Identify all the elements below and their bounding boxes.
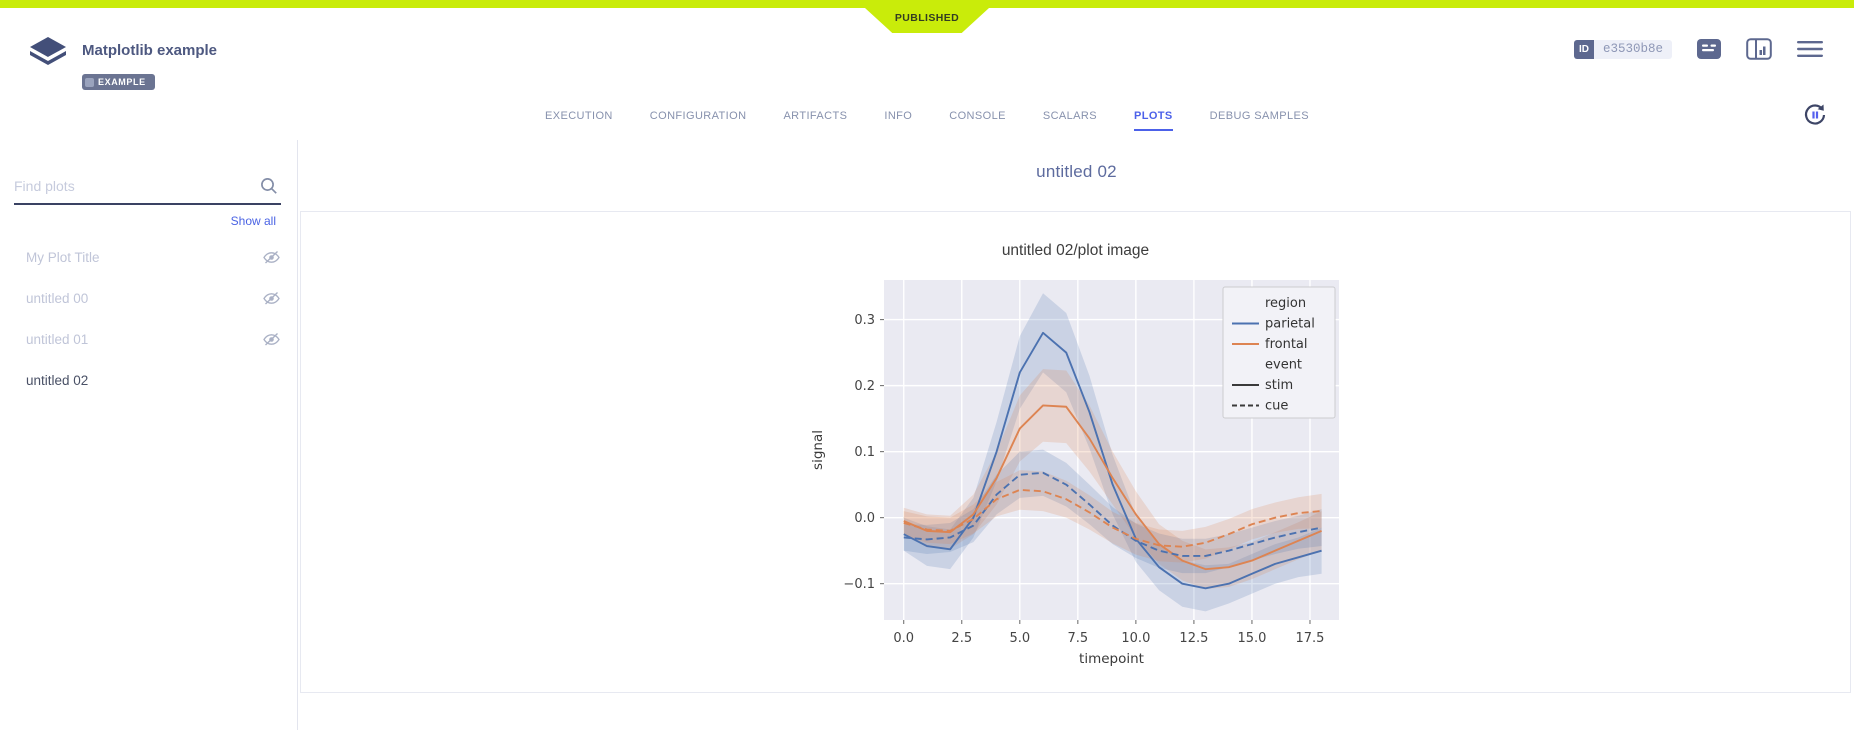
svg-text:15.0: 15.0 [1237, 631, 1266, 646]
search-input[interactable] [14, 174, 281, 203]
id-label: ID [1573, 39, 1594, 59]
split-view-icon[interactable] [1746, 38, 1772, 60]
plot-list-item[interactable]: untitled 02 [0, 360, 297, 401]
tab-configuration[interactable]: CONFIGURATION [649, 110, 747, 122]
svg-text:0.2: 0.2 [854, 379, 875, 394]
plot-list: My Plot Title untitled 00 untitled 01 un… [0, 237, 297, 401]
menu-icon[interactable] [1796, 39, 1824, 59]
svg-text:parietal: parietal [1265, 317, 1315, 332]
svg-text:7.5: 7.5 [1067, 631, 1088, 646]
svg-text:cue: cue [1265, 399, 1288, 414]
svg-text:0.1: 0.1 [854, 445, 875, 460]
id-value: e3530b8e [1593, 39, 1672, 59]
auto-refresh-icon[interactable] [1802, 102, 1828, 128]
svg-text:stim: stim [1265, 378, 1293, 393]
plot-item-label: untitled 00 [26, 291, 89, 306]
plot-list-item[interactable]: My Plot Title [0, 237, 297, 278]
experiment-id[interactable]: ID e3530b8e [1573, 39, 1672, 59]
plot-list-item[interactable]: untitled 01 [0, 319, 297, 360]
tab-debug-samples[interactable]: DEBUG SAMPLES [1209, 110, 1310, 122]
svg-text:timepoint: timepoint [1079, 651, 1144, 667]
svg-text:0.0: 0.0 [854, 511, 875, 526]
eye-slash-icon[interactable] [262, 250, 281, 265]
plot-item-label: untitled 02 [26, 373, 89, 388]
svg-text:5.0: 5.0 [1009, 631, 1030, 646]
tab-bar: EXECUTION CONFIGURATION ARTIFACTS INFO CONSO… [0, 110, 1854, 131]
eye-slash-icon[interactable] [262, 332, 281, 347]
metric-group-title: untitled 02 [1036, 162, 1117, 181]
tab-execution[interactable]: EXECUTION [544, 110, 613, 122]
tag-icon [85, 78, 94, 87]
plot-title: untitled 02/plot image [1001, 242, 1150, 259]
svg-text:12.5: 12.5 [1179, 631, 1208, 646]
plots-sidebar: Show all My Plot Title untitled 00 untit… [0, 140, 298, 730]
app-logo [30, 37, 66, 65]
svg-text:region: region [1265, 296, 1306, 311]
plot-list-item[interactable]: untitled 00 [0, 278, 297, 319]
svg-text:signal: signal [810, 430, 826, 470]
experiment-title: Matplotlib example [82, 42, 218, 59]
chart-container[interactable]: 0.0 2.5 5.0 7.5 10.0 12.5 15.0 17.5 −0.1 0.0 0.1 0.… [806, 272, 1346, 675]
svg-text:0.3: 0.3 [854, 313, 875, 328]
plot-panel: untitled 02/plot image 0.0 2.5 5.0 7.5 10.0 1… [300, 211, 1851, 693]
svg-text:−0.1: −0.1 [843, 577, 875, 592]
search-icon[interactable] [259, 176, 279, 196]
show-all-link[interactable]: Show all [230, 214, 276, 228]
eye-slash-icon[interactable] [262, 291, 281, 306]
status-badge: PUBLISHED [894, 12, 960, 24]
plot-svg[interactable]: 0.0 2.5 5.0 7.5 10.0 12.5 15.0 17.5 −0.1 0.0 0.1 0.… [806, 272, 1346, 670]
tab-plots[interactable]: PLOTS [1134, 110, 1173, 131]
status-ribbon: PUBLISHED [865, 8, 989, 33]
svg-text:event: event [1265, 358, 1302, 373]
plot-item-label: untitled 01 [26, 332, 89, 347]
search-box [14, 174, 281, 205]
tab-console[interactable]: CONSOLE [949, 110, 1006, 122]
svg-text:2.5: 2.5 [951, 631, 972, 646]
tab-scalars[interactable]: SCALARS [1042, 110, 1097, 122]
svg-text:10.0: 10.0 [1121, 631, 1150, 646]
svg-text:0.0: 0.0 [893, 631, 914, 646]
tab-info[interactable]: INFO [884, 110, 913, 122]
plot-item-label: My Plot Title [26, 250, 100, 265]
svg-text:17.5: 17.5 [1295, 631, 1324, 646]
system-tag-badge: EXAMPLE [82, 74, 155, 90]
top-accent-bar [0, 0, 1854, 8]
system-tag-label: EXAMPLE [98, 77, 146, 87]
tab-artifacts[interactable]: ARTIFACTS [783, 110, 848, 122]
svg-text:frontal: frontal [1265, 337, 1308, 352]
details-panel-icon[interactable] [1696, 38, 1722, 60]
